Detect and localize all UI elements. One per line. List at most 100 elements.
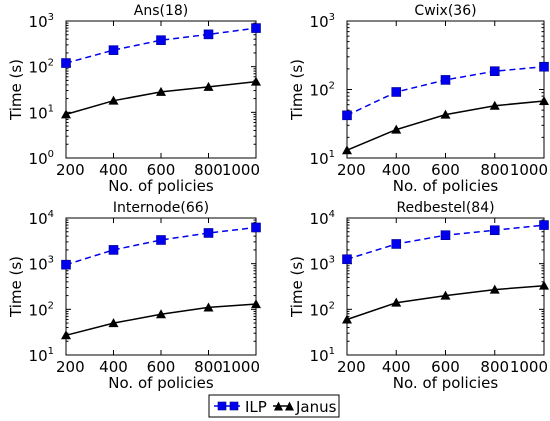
y-tick-label: 101 (29, 103, 54, 122)
data-point-ilp (539, 61, 549, 72)
series-line-ilp (65, 27, 257, 64)
y-axis-label: Time (s) (288, 256, 306, 318)
data-point-ilp (156, 235, 166, 245)
series-line-ilp (346, 224, 545, 260)
x-axis-label: No. of policies (393, 177, 499, 195)
data-point-janus (539, 280, 549, 290)
x-tick-label: 800 (194, 161, 223, 179)
data-point-janus (251, 76, 261, 86)
y-tick-label: 103 (310, 255, 335, 274)
data-point-ilp (391, 239, 402, 249)
data-point-janus (108, 318, 119, 328)
data-point-janus (61, 109, 71, 119)
data-point-ilp (440, 75, 451, 85)
legend-ilp-marker-2 (229, 401, 239, 411)
chart-panel-4: Redbestel(84) 101 102 103 104 200 400 600 800 100… (288, 200, 549, 392)
data-point-janus (391, 124, 402, 134)
data-point-janus (108, 95, 119, 105)
chart-title: Ans(18) (134, 3, 188, 19)
data-point-janus (440, 109, 451, 119)
series-line-ilp (65, 226, 257, 266)
legend-ilp-marker (217, 401, 227, 411)
y-tick-label: 103 (29, 12, 54, 31)
y-tick-label: 100 (29, 149, 54, 168)
x-tick-label: 400 (382, 161, 411, 179)
data-point-janus (440, 290, 451, 300)
chart-panel-3: Internode(66) 101 102 103 104 200 400 600 800100… (7, 200, 261, 392)
data-point-janus (156, 309, 166, 319)
x-axis-label: No. of policies (108, 374, 214, 392)
data-point-ilp (251, 222, 261, 233)
data-point-ilp (203, 29, 214, 40)
data-point-ilp (391, 87, 402, 97)
data-point-janus (251, 299, 261, 309)
legend-janus-label: Janus (295, 398, 337, 416)
legend-ilp-label: ILP (245, 398, 267, 416)
legend-janus-marker (274, 401, 283, 411)
x-tick-label: 400 (99, 358, 128, 376)
data-point-janus (342, 145, 352, 155)
x-tick-label: 200 (56, 161, 85, 179)
y-tick-label: 104 (310, 209, 335, 228)
y-tick-label: 103 (29, 255, 54, 274)
data-point-ilp (108, 45, 119, 55)
x-axis-label: No. of policies (108, 177, 214, 195)
x-tick-label: 600 (431, 161, 460, 179)
x-tick-label: 200 (337, 358, 366, 376)
data-point-ilp (61, 259, 71, 270)
data-point-janus (156, 86, 166, 96)
chart-title: Redbestel(84) (396, 200, 494, 216)
series-line-janus (346, 100, 545, 151)
series-line-janus (65, 80, 257, 116)
y-tick-label: 102 (29, 300, 54, 319)
chart-title: Cwix(36) (414, 3, 476, 19)
series-line-janus (65, 303, 257, 337)
y-axis-label: Time (s) (288, 59, 306, 121)
y-tick-label: 102 (310, 81, 335, 100)
x-tick-label: 1000 (510, 358, 548, 376)
data-point-janus (203, 302, 214, 312)
data-point-ilp (108, 245, 119, 255)
data-point-janus (203, 81, 214, 91)
y-tick-label: 104 (29, 209, 54, 228)
x-tick-label: 800 (194, 358, 223, 376)
data-point-ilp (539, 220, 549, 230)
x-tick-label: 600 (431, 358, 460, 376)
y-tick-label: 102 (310, 300, 335, 319)
data-point-ilp (342, 110, 352, 121)
data-point-ilp (203, 228, 214, 238)
data-point-ilp (61, 58, 71, 68)
data-point-janus (539, 95, 549, 105)
data-point-ilp (342, 254, 352, 265)
y-tick-label: 101 (29, 346, 54, 365)
x-tick-label: 400 (99, 161, 128, 179)
y-axis-label: Time (s) (7, 59, 25, 121)
data-point-ilp (440, 230, 451, 241)
x-axis-label: No. of policies (393, 374, 499, 392)
series-line-ilp (346, 65, 545, 116)
x-tick-label: 800 (480, 358, 509, 376)
legend-janus-marker-2 (285, 401, 294, 411)
data-point-janus (489, 100, 500, 110)
chart-title: Internode(66) (113, 200, 209, 216)
x-tick-label: 600 (147, 358, 176, 376)
y-tick-label: 103 (310, 12, 335, 31)
data-point-ilp (251, 23, 261, 33)
x-tick-label: 800 (480, 161, 509, 179)
y-axis-label: Time (s) (7, 256, 25, 318)
x-tick-label: 1000 (510, 161, 548, 179)
x-tick-label: 200 (337, 161, 366, 179)
x-tick-label: 1000 (222, 161, 260, 179)
data-point-janus (391, 297, 402, 307)
data-point-ilp (489, 225, 500, 236)
x-tick-label: 600 (147, 161, 176, 179)
y-tick-label: 101 (310, 149, 335, 168)
data-point-janus (342, 314, 352, 324)
data-point-ilp (489, 66, 500, 76)
y-tick-label: 101 (310, 346, 335, 365)
data-point-janus (489, 284, 500, 294)
data-point-janus (61, 330, 71, 340)
